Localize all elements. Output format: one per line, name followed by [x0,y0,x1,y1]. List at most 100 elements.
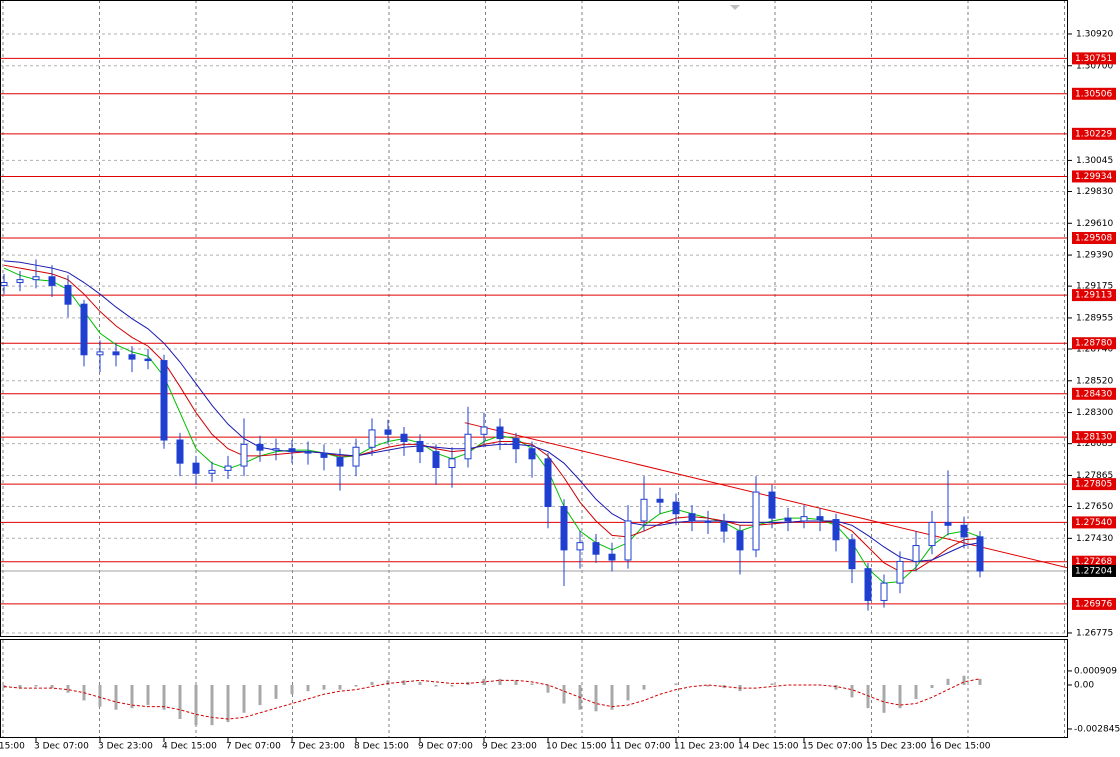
y-tick-label: 1.27650 [1076,502,1113,512]
candle-body [912,545,920,562]
candle-body [624,520,632,561]
x-tick-label: 9 Dec 07:00 [418,742,473,752]
y-tick-label: 1.29390 [1076,251,1113,261]
candle-body [352,446,360,467]
candle-body [528,448,536,460]
candle-body [768,491,776,519]
candle-body [800,516,808,522]
candle-body [96,351,104,356]
level-label: 1.28430 [1075,389,1112,399]
histogram-bar [594,684,598,712]
y-tick-label: 1.26775 [1076,628,1113,638]
candle-body [784,517,792,522]
histogram-bar [850,684,854,698]
histogram-bar [178,684,182,719]
candle-body [32,276,40,281]
histogram-bar [146,684,150,706]
candle-body [320,452,328,458]
candle-body [80,303,88,356]
histogram-bar [706,684,710,687]
level-label: 1.28130 [1075,433,1112,443]
candle-body [480,426,488,435]
x-tick-label: 15 Dec 07:00 [802,742,863,752]
histogram-bar [66,684,70,693]
histogram-bar [930,684,934,689]
candle-body [752,491,760,551]
candle-body [592,542,600,555]
histogram-bar [674,683,678,685]
candle-body [304,451,312,454]
axes: 1.30920 1.30700 1.30045 1.29830 1.29610 1.293… [0,29,1120,751]
candle-body [400,433,408,442]
histogram-bar [418,681,422,685]
level-label: 1.27268 [1075,557,1112,567]
candle-body [112,351,120,356]
histogram-bar [834,684,838,690]
histogram-bar [770,683,774,685]
histogram-bar [386,680,390,685]
moving-average [3,260,981,562]
histogram-bar [274,684,278,699]
candle-body [176,439,184,464]
y-tick-label: 1.30920 [1076,29,1113,39]
y-tick-label: 1.29175 [1076,282,1113,292]
x-tick-label: 11 Dec 23:00 [674,742,735,752]
level-label: 1.29113 [1075,291,1112,301]
y-tick-label: 1.28955 [1076,313,1113,323]
candle-body [848,539,856,570]
candle-body [16,279,24,284]
y-tick-label: 1.30700 [1076,61,1113,71]
candle-body [496,426,504,440]
candle-body [608,553,616,561]
plot-frame [0,0,1068,637]
y-tick-label: 1.30045 [1076,156,1113,166]
candle-body [256,443,264,451]
y-tick-label: 1.27430 [1076,534,1113,544]
histogram-bar [610,684,614,710]
histogram-bar [370,681,374,685]
candle-body [128,354,136,360]
y-tick-label: 1.28520 [1076,376,1113,386]
histogram-bar [962,675,966,685]
histogram-bar [322,684,326,690]
candle-body [656,498,664,503]
histogram-bar [402,680,406,685]
candle-body [928,521,936,547]
histogram-bar [226,684,230,723]
x-tick-label: 3 Dec 23:00 [98,742,153,752]
level-label: 1.28780 [1075,339,1112,349]
candle-body [416,440,424,453]
histogram-bar [946,678,950,685]
candle-body [832,519,840,541]
y-tick-label: 1.28740 [1076,344,1113,354]
shift-marker [730,5,740,10]
histogram-bar [338,684,342,690]
x-tick-label: 7 Dec 23:00 [290,742,345,752]
histogram-bar [562,684,566,704]
level-label: 1.29934 [1075,172,1112,182]
oscillator-plot [2,640,1065,738]
level-label-box [1072,52,1116,65]
candle-body [272,448,280,451]
candle-body [192,462,200,474]
level-label-box [1072,387,1116,400]
x-tick-label: 2 Dec 15:00 [0,742,25,752]
current-price-label: 1.27204 [1075,566,1112,576]
histogram-bar [626,684,630,701]
histogram-bar [450,684,454,687]
x-tick-label: 3 Dec 07:00 [34,742,89,752]
x-tick-label: 15 Dec 23:00 [866,742,927,752]
level-label-box [1072,289,1116,302]
oscillator-frame [0,639,1068,738]
candle-body [896,560,904,584]
histogram-bar [530,683,534,685]
candle-body [464,433,472,460]
level-label-box [1072,337,1116,350]
candle-body [336,456,344,467]
main-plot [0,0,1068,636]
osc-y-tick-label: -0.002845 [1074,724,1120,734]
candle-body [560,506,568,551]
histogram-bar [306,684,310,692]
x-tick-label: 8 Dec 15:00 [354,742,409,752]
